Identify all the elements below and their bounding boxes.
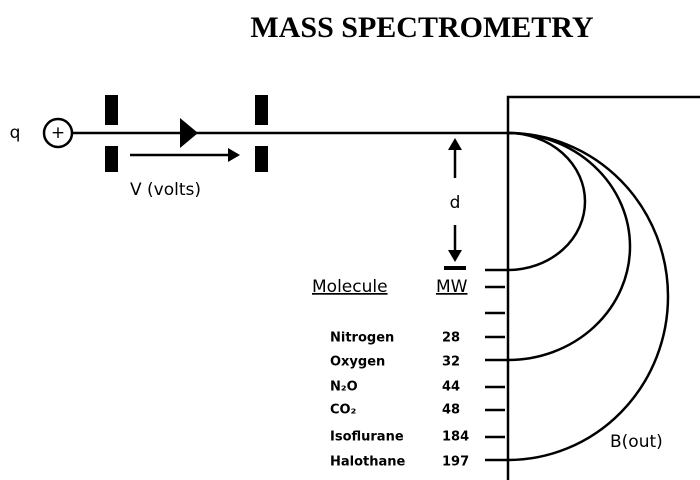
molecule-name: Isoflurane — [330, 430, 404, 445]
charge-sign: + — [51, 123, 65, 143]
field-label: B(out) — [610, 432, 663, 452]
charge-label: q — [10, 123, 21, 143]
voltage-label: V (volts) — [130, 180, 201, 200]
molecule-name: Halothane — [330, 455, 406, 470]
table-header: Molecule — [312, 277, 388, 297]
distance-arrows — [444, 138, 466, 270]
molecular-weight: 184 — [442, 430, 469, 445]
beam-arrow — [180, 118, 198, 148]
distance-label: d — [450, 193, 461, 213]
table-header: MW — [436, 277, 468, 297]
detector-ticks — [485, 285, 505, 439]
molecule-name: Oxygen — [330, 355, 385, 370]
title: MASS SPECTROMETRY — [250, 11, 593, 44]
molecular-weight: 48 — [442, 403, 460, 418]
molecule-name: N₂O — [330, 380, 358, 395]
plates — [105, 95, 268, 172]
molecule-name: Nitrogen — [330, 331, 394, 346]
molecular-weight: 44 — [442, 380, 460, 395]
molecule-name: CO₂ — [330, 403, 356, 418]
field-box — [506, 95, 700, 480]
voltage-arrowhead — [228, 148, 240, 162]
molecular-weight: 28 — [442, 331, 460, 346]
trajectories — [485, 131, 670, 462]
molecular-weight: 197 — [442, 455, 469, 470]
molecular-weight: 32 — [442, 355, 460, 370]
